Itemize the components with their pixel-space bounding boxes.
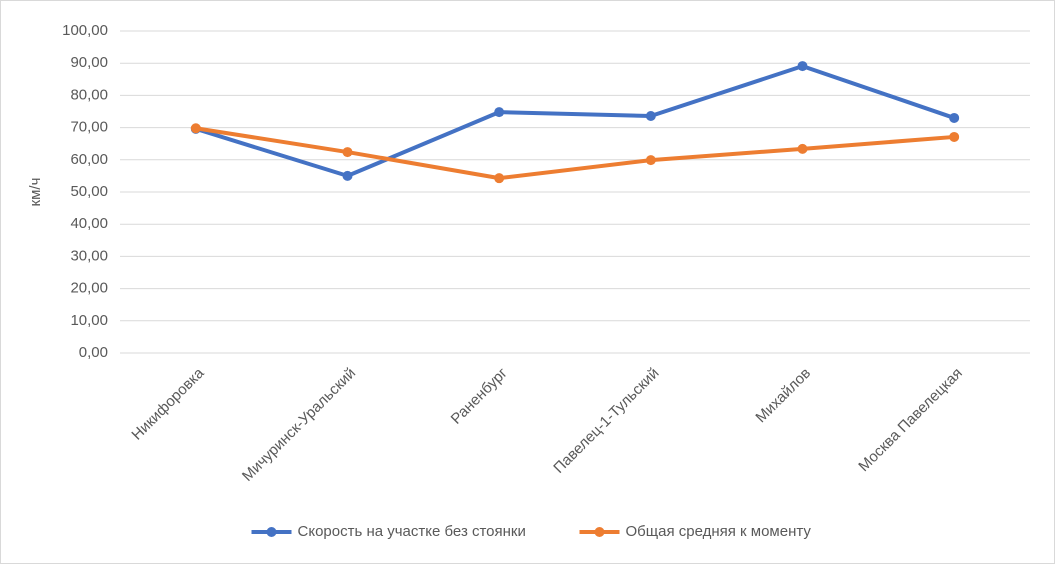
legend-item: Скорость на участке без стоянки	[251, 523, 526, 540]
y-tick-label: 10,00	[70, 312, 108, 329]
legend-item: Общая средняя к моменту	[579, 523, 812, 540]
series-line	[193, 126, 957, 181]
legend-marker	[266, 527, 277, 537]
y-tick-label: 50,00	[70, 183, 108, 200]
point-marker	[645, 111, 656, 122]
point-marker	[797, 61, 808, 72]
point-marker	[645, 155, 656, 166]
point-marker	[342, 147, 353, 158]
y-tick-label: 30,00	[70, 247, 108, 264]
point-marker	[949, 112, 960, 123]
y-tick-label: 90,00	[70, 54, 108, 71]
y-tick-label: 80,00	[70, 86, 108, 103]
y-tick-label: 0,00	[79, 344, 108, 361]
point-marker	[494, 173, 505, 184]
point-marker	[797, 143, 808, 154]
y-tick-label: 40,00	[70, 215, 108, 232]
y-tick-label: 60,00	[70, 151, 108, 168]
y-axis-label: км/ч	[27, 178, 44, 207]
series-line	[193, 64, 957, 178]
point-marker	[494, 107, 505, 118]
point-marker	[949, 131, 960, 142]
y-tick-label: 70,00	[70, 119, 108, 136]
point-marker	[190, 123, 201, 134]
y-tick-label: 100,00	[62, 22, 108, 39]
y-tick-label: 20,00	[70, 280, 108, 297]
point-marker	[342, 170, 353, 181]
legend-label: Скорость на участке без стоянки	[298, 523, 526, 540]
legend-marker	[594, 527, 605, 537]
legend-label: Общая средняя к моменту	[626, 523, 812, 540]
